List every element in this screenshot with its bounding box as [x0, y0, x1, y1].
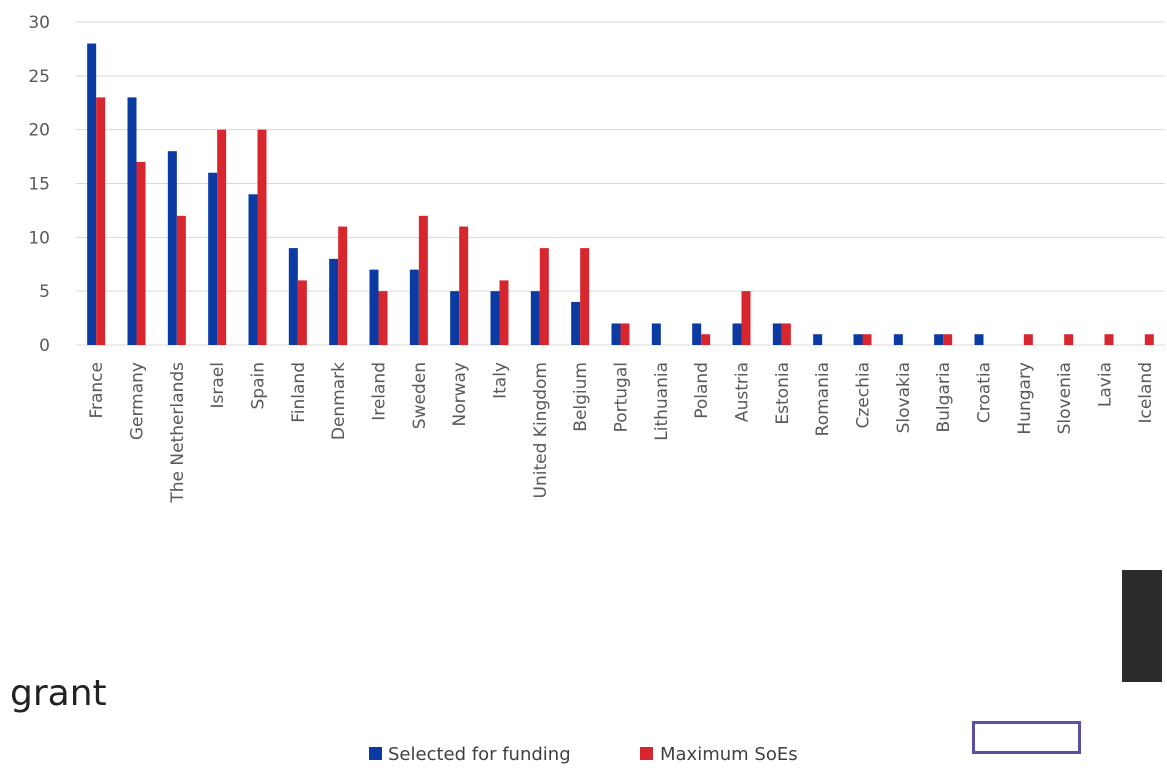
bar-maximum-iceland [1144, 334, 1154, 345]
bar-maximum-spain [257, 129, 267, 345]
bar-selected-finland [288, 248, 298, 345]
x-category-label: Germany [128, 362, 148, 440]
bar-maximum-belgium [580, 248, 590, 345]
outlined-box[interactable] [972, 721, 1081, 754]
y-axis-ticks: 0 5 10 15 20 25 30 [28, 13, 50, 356]
legend-swatch-maximum [640, 747, 653, 760]
x-category-label: Italy [491, 362, 511, 399]
x-category-label: Israel [208, 362, 228, 408]
bar-selected-the-netherlands [167, 151, 177, 345]
bar-selected-norway [450, 291, 460, 345]
x-category-label: Slovakia [894, 362, 914, 433]
x-category-label: Denmark [329, 362, 349, 440]
bar-maximum-germany [136, 161, 146, 345]
legend: Selected for funding Maximum SoEs [369, 744, 798, 765]
bars [87, 43, 1154, 346]
bar-maximum-slovenia [1064, 334, 1074, 345]
x-category-label: Bulgaria [934, 362, 954, 433]
bar-selected-austria [732, 323, 742, 345]
bar-maximum-austria [741, 291, 751, 345]
x-category-label: Lavia [1096, 362, 1116, 407]
x-category-label: The Netherlands [168, 362, 188, 504]
x-category-label: Ireland [370, 362, 390, 421]
bar-selected-denmark [329, 258, 339, 345]
y-tick-label: 15 [28, 175, 50, 195]
x-axis-categories: France Germany The Netherlands Israel Spain F… [87, 362, 1156, 504]
bar-maximum-hungary [1023, 334, 1033, 345]
bar-selected-poland [692, 323, 702, 345]
bar-selected-israel [208, 172, 218, 345]
bar-selected-spain [248, 194, 258, 345]
bar-selected-france [87, 43, 97, 346]
x-category-label: Iceland [1136, 362, 1156, 424]
bar-selected-estonia [772, 323, 782, 345]
x-category-label: Estonia [773, 362, 793, 425]
bar-selected-lithuania [651, 323, 661, 345]
y-tick-label: 25 [28, 67, 50, 87]
gridlines [76, 21, 1165, 346]
legend-label-maximum: Maximum SoEs [660, 744, 798, 765]
bar-maximum-the-netherlands [176, 215, 186, 345]
x-category-label: Czechia [854, 362, 874, 429]
bar-selected-croatia [974, 334, 984, 345]
x-category-label: Spain [249, 362, 269, 410]
x-category-label: Romania [813, 362, 833, 436]
bar-selected-belgium [571, 301, 581, 345]
y-tick-label: 20 [28, 121, 50, 141]
bar-maximum-portugal [620, 323, 630, 345]
bar-selected-italy [490, 291, 500, 345]
legend-label-selected: Selected for funding [388, 744, 571, 765]
bar-selected-slovakia [893, 334, 903, 345]
x-category-label: Sweden [410, 362, 430, 429]
bar-maximum-united-kingdom [539, 248, 549, 345]
x-category-label: Finland [289, 362, 309, 423]
legend-swatch-selected [369, 747, 382, 760]
bar-maximum-italy [499, 280, 509, 345]
x-category-label: France [87, 362, 107, 419]
x-category-label: Lithuania [652, 362, 672, 441]
x-category-label: Slovenia [1055, 362, 1075, 434]
bar-maximum-denmark [338, 226, 348, 345]
bar-maximum-sweden [418, 215, 428, 345]
bar-selected-sweden [409, 269, 419, 345]
bar-maximum-ireland [378, 291, 388, 345]
bar-maximum-czechia [862, 334, 872, 345]
bar-selected-germany [127, 97, 137, 345]
bar-selected-united-kingdom [530, 291, 540, 345]
dark-panel [1122, 570, 1162, 682]
bar-selected-romania [813, 334, 823, 345]
x-category-label: Poland [692, 362, 712, 419]
bar-selected-czechia [853, 334, 863, 345]
x-category-label: Portugal [612, 362, 632, 432]
bar-maximum-israel [217, 129, 227, 345]
bar-maximum-poland [701, 334, 711, 345]
x-category-label: Austria [733, 362, 753, 422]
x-category-label: United Kingdom [531, 362, 551, 498]
bar-maximum-lavia [1104, 334, 1114, 345]
caption-text: grant [10, 673, 107, 714]
x-category-label: Hungary [1015, 362, 1035, 435]
bar-maximum-france [96, 97, 106, 345]
bar-selected-bulgaria [934, 334, 944, 345]
y-tick-label: 0 [39, 336, 50, 356]
bar-maximum-finland [297, 280, 307, 345]
y-tick-label: 30 [28, 13, 50, 33]
bar-selected-portugal [611, 323, 621, 345]
bar-maximum-bulgaria [943, 334, 953, 345]
x-category-label: Croatia [975, 362, 995, 423]
bar-selected-ireland [369, 269, 379, 345]
x-category-label: Belgium [571, 362, 591, 432]
x-category-label: Norway [450, 362, 470, 427]
y-tick-label: 5 [39, 282, 50, 302]
bar-maximum-estonia [781, 323, 791, 345]
y-tick-label: 10 [28, 228, 50, 248]
bar-maximum-norway [459, 226, 469, 345]
